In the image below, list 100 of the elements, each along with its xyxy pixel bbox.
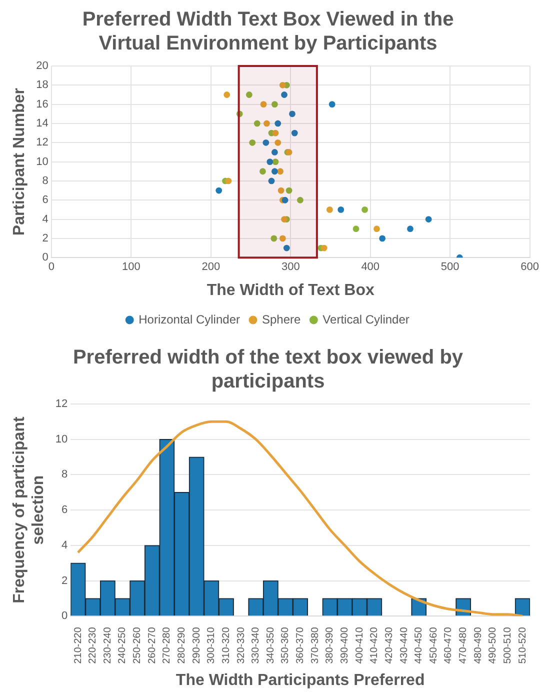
x-tick-label: 430-440 bbox=[398, 626, 410, 664]
x-tick-label: 500 bbox=[440, 261, 460, 274]
point bbox=[291, 130, 298, 136]
x-tick-label: 470-480 bbox=[458, 626, 470, 664]
point bbox=[262, 139, 270, 146]
x-tick-label: 250-260 bbox=[132, 626, 144, 664]
y-tick-label: 10 bbox=[36, 156, 48, 168]
point bbox=[328, 101, 336, 108]
point bbox=[278, 187, 284, 194]
point bbox=[272, 158, 279, 165]
point bbox=[249, 139, 256, 146]
point bbox=[279, 82, 286, 88]
x-tick-label: 340-350 bbox=[265, 626, 276, 664]
point bbox=[271, 101, 278, 108]
point bbox=[260, 101, 267, 108]
y-tick-label: 12 bbox=[36, 136, 48, 149]
point bbox=[260, 168, 266, 175]
y-axis-title: Participant Number bbox=[11, 88, 28, 236]
point bbox=[286, 187, 292, 194]
y-tick-label: 4 bbox=[62, 539, 68, 552]
point bbox=[216, 187, 222, 194]
y-tick-label: 18 bbox=[36, 79, 48, 92]
point bbox=[225, 178, 232, 184]
y-tick-label: 8 bbox=[42, 174, 48, 187]
y-tick-label: 0 bbox=[42, 252, 48, 264]
x-tick-label: 490-500 bbox=[488, 626, 499, 664]
x-tick-label: 420-430 bbox=[384, 626, 395, 664]
y-tick-label: 16 bbox=[36, 98, 48, 110]
point bbox=[274, 139, 282, 146]
point bbox=[268, 178, 275, 184]
point bbox=[425, 216, 432, 222]
legend-label: Vertical Cylinder bbox=[322, 312, 410, 326]
x-tick-label: 480-490 bbox=[472, 626, 484, 664]
x-axis-title: The Width Participants Preferred bbox=[176, 672, 425, 689]
point bbox=[281, 92, 288, 98]
x-tick-label: 210-220 bbox=[72, 626, 84, 664]
x-tick-label: 320-330 bbox=[236, 626, 247, 664]
y-tick-label: 10 bbox=[55, 433, 68, 446]
point bbox=[282, 196, 288, 204]
x-tick-label: 270-280 bbox=[162, 626, 173, 664]
point bbox=[283, 244, 290, 252]
point bbox=[274, 120, 282, 127]
x-tick-label: 280-290 bbox=[176, 626, 188, 664]
x-tick-label: 240-250 bbox=[117, 626, 128, 664]
x-tick-label: 400 bbox=[361, 261, 380, 274]
line-series bbox=[76, 420, 524, 616]
point bbox=[270, 235, 278, 242]
x-tick-label: 510-520 bbox=[517, 626, 528, 664]
x-tick-label: 500-510 bbox=[502, 626, 514, 664]
legend-label: Horizontal Cylinder bbox=[138, 312, 240, 326]
y-tick-label: 2 bbox=[62, 574, 68, 587]
point bbox=[289, 110, 296, 118]
point bbox=[374, 226, 380, 232]
point bbox=[246, 92, 252, 98]
x-tick-label: 300-310 bbox=[206, 626, 218, 664]
x-tick-label: 350-360 bbox=[280, 626, 292, 664]
x-tick-label: 450-460 bbox=[428, 626, 440, 664]
y-tick-label: 8 bbox=[62, 468, 68, 481]
y-tick-label: 6 bbox=[62, 504, 68, 516]
chart-title: Preferred width of the text box viewed by participants bbox=[72, 346, 464, 393]
x-tick-label: 260-270 bbox=[146, 626, 158, 664]
point bbox=[224, 92, 230, 98]
x-tick-label: 290-300 bbox=[191, 626, 202, 664]
y-tick-label: 2 bbox=[42, 232, 48, 244]
x-tick-label: 400-410 bbox=[354, 626, 366, 664]
point bbox=[279, 235, 286, 242]
point bbox=[272, 130, 279, 136]
x-tick-label: 330-340 bbox=[250, 626, 262, 664]
x-tick-label: 410-420 bbox=[369, 626, 380, 664]
x-tick-label: 380-390 bbox=[324, 626, 336, 664]
x-tick-label: 100 bbox=[122, 261, 140, 274]
x-tick-label: 360-370 bbox=[295, 626, 306, 664]
x-tick-label: 230-240 bbox=[102, 626, 114, 664]
x-tick-label: 460-470 bbox=[443, 626, 454, 664]
point bbox=[277, 168, 284, 175]
point bbox=[271, 149, 278, 156]
y-tick-label: 14 bbox=[36, 118, 48, 130]
legend-label: Sphere bbox=[262, 312, 302, 326]
point bbox=[296, 196, 304, 204]
x-tick-label: 390-400 bbox=[340, 626, 351, 664]
point bbox=[326, 206, 333, 213]
y-tick-label: 4 bbox=[42, 213, 48, 226]
point bbox=[281, 216, 288, 222]
y-axis-title: Frequency of participant selection bbox=[11, 416, 48, 604]
point bbox=[320, 244, 328, 252]
x-axis-title: The Width of Text Box bbox=[206, 282, 375, 299]
y-tick-label: 6 bbox=[42, 194, 48, 206]
x-tick-label: 200 bbox=[202, 261, 220, 274]
x-tick-label: 310-320 bbox=[220, 626, 232, 664]
point bbox=[264, 120, 270, 127]
chart-title: Preferred Width Text Box Viewed in the Virtual Environment by Participants bbox=[82, 8, 454, 55]
y-tick-label: 20 bbox=[36, 60, 48, 72]
point bbox=[379, 235, 386, 242]
point bbox=[407, 226, 414, 232]
y-tick-label: 12 bbox=[55, 398, 68, 410]
x-tick-label: 220-230 bbox=[88, 626, 99, 664]
x-tick-label: 440-450 bbox=[414, 626, 425, 664]
point bbox=[254, 120, 260, 127]
x-tick-label: 600 bbox=[520, 261, 540, 274]
x-tick-label: 370-380 bbox=[310, 626, 321, 664]
